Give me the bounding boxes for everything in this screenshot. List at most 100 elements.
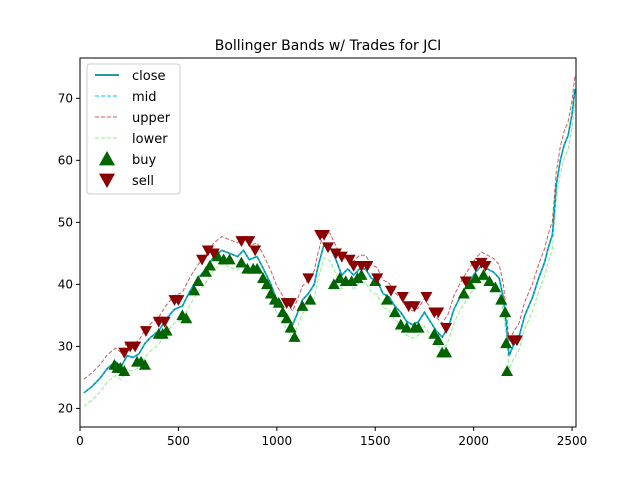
buy-marker	[388, 306, 401, 318]
buy-marker	[251, 262, 264, 274]
sell-marker	[384, 285, 397, 297]
buy-marker	[138, 358, 151, 370]
x-tick-label: 2500	[557, 434, 588, 448]
buy-marker	[355, 269, 368, 280]
legend-buy-label: buy	[132, 153, 156, 168]
buy-marker	[489, 281, 502, 293]
series-lower-line	[83, 102, 576, 407]
buy-marker	[284, 321, 297, 333]
buy-marker	[203, 259, 216, 271]
y-tick-label: 50	[58, 215, 73, 229]
buy-marker	[296, 300, 309, 311]
sell-marker	[469, 260, 482, 272]
buy-marker	[400, 321, 413, 333]
legend-sell-label: sell	[132, 174, 154, 189]
buy-marker	[260, 278, 273, 290]
sell-marker	[347, 260, 360, 272]
sell-marker	[432, 307, 445, 319]
sell-marker	[207, 248, 220, 260]
legend-sell-swatch	[99, 173, 115, 188]
buy-marker	[280, 312, 293, 324]
sell-marker	[322, 242, 334, 254]
buy-marker	[288, 331, 301, 342]
buy-marker	[118, 365, 131, 376]
chart-title: Bollinger Bands w/ Trades for JCI	[215, 38, 442, 54]
y-tick-label: 40	[58, 277, 73, 291]
legend-upper-label: upper	[132, 111, 171, 126]
x-tick-label: 1000	[262, 434, 293, 448]
buy-marker	[223, 253, 236, 265]
buy-marker	[211, 250, 224, 262]
sell-marker	[343, 254, 356, 266]
buy-marker	[381, 293, 394, 305]
y-axis: 20 30 40 50 60 70	[58, 91, 80, 415]
buy-marker	[499, 306, 512, 318]
buy-marker	[180, 312, 193, 324]
sell-marker	[479, 260, 492, 272]
legend-lower-label: lower	[132, 132, 168, 147]
buy-marker	[412, 321, 425, 333]
sell-marker	[284, 298, 297, 309]
y-tick-label: 70	[58, 91, 73, 105]
buy-marker	[235, 256, 248, 268]
sell-marker	[440, 322, 453, 334]
legend-mid-label: mid	[132, 90, 157, 105]
x-tick-label: 1500	[360, 434, 391, 448]
sell-marker	[459, 276, 472, 288]
x-tick-label: 2000	[458, 434, 489, 448]
sell-marker	[139, 326, 152, 337]
buy-marker	[160, 324, 173, 336]
sell-marker	[235, 236, 248, 247]
sell-marker	[172, 295, 185, 306]
buy-marker	[369, 275, 382, 287]
x-tick-label: 0	[76, 434, 84, 448]
buy-marker	[188, 284, 201, 296]
sell-marker	[196, 254, 209, 266]
buy-marker	[272, 296, 285, 308]
y-tick-label: 60	[58, 153, 73, 167]
sell-marker	[335, 251, 348, 263]
buy-marker	[483, 275, 496, 287]
buy-marker	[432, 334, 445, 345]
buy-marker	[477, 269, 490, 280]
y-tick-label: 30	[58, 339, 73, 353]
sell-marker	[420, 291, 433, 303]
buy-marker	[501, 365, 514, 376]
sell-marker	[361, 260, 374, 272]
buy-marker	[463, 278, 476, 290]
buy-marker	[333, 272, 346, 283]
x-tick-label: 500	[167, 434, 190, 448]
legend-buy-swatch	[99, 151, 115, 166]
buy-marker	[304, 293, 317, 305]
sell-marker	[371, 273, 384, 285]
series-mid-line	[83, 88, 576, 394]
buy-marker	[457, 287, 470, 299]
buy-marker	[327, 278, 340, 290]
sell-marker	[302, 273, 315, 285]
sell-marker	[329, 248, 342, 260]
buy-marker	[440, 346, 453, 358]
legend: close mid upper lower buy sell	[86, 63, 181, 195]
buy-marker	[199, 265, 212, 277]
sell-marker	[129, 341, 142, 353]
plot-frame	[79, 57, 577, 428]
sell-marker	[158, 316, 171, 328]
sell-marker	[396, 291, 409, 303]
y-tick-label: 20	[58, 401, 73, 415]
buy-marker	[469, 272, 482, 283]
sell-marker	[510, 335, 523, 347]
sell-marker	[318, 229, 331, 241]
buy-marker	[345, 275, 358, 287]
plot-area	[83, 75, 576, 407]
buy-marker	[192, 275, 205, 287]
x-axis: 0 500 1000 1500 2000 2500	[76, 427, 587, 448]
sell-marker	[201, 245, 214, 257]
buy-marker	[394, 318, 407, 330]
sell-marker	[243, 236, 256, 247]
sell-marker	[118, 347, 131, 359]
buy-marker	[495, 293, 508, 305]
buy-marker	[500, 337, 513, 349]
legend-close-label: close	[132, 69, 165, 84]
sell-marker	[408, 301, 421, 313]
